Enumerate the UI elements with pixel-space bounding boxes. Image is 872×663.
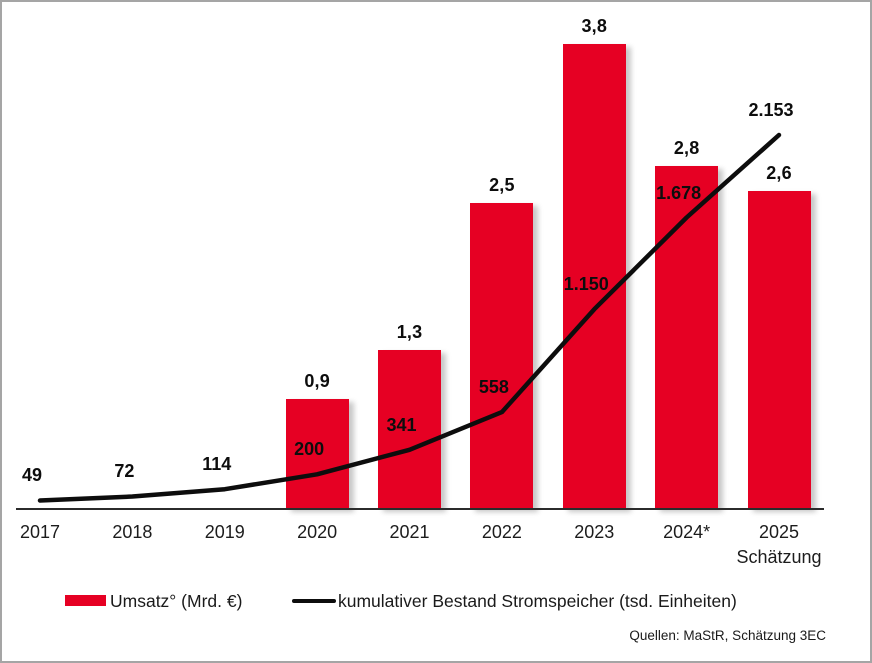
line-value-label: 558 — [478, 377, 509, 398]
line-value-label: 2.153 — [748, 100, 794, 121]
legend-line-label: kumulativer Bestand Stromspeicher (tsd. … — [338, 591, 737, 611]
legend-line-swatch — [292, 599, 336, 603]
line-value-label: 200 — [294, 439, 325, 460]
x-axis-label-2018: 2018 — [112, 522, 153, 542]
bar-2024 — [655, 166, 719, 509]
x-axis-line — [16, 508, 824, 510]
line-value-label: 72 — [114, 461, 135, 482]
bar-value-label: 2,8 — [673, 138, 700, 159]
x-axis-label-2020: 2020 — [297, 522, 338, 542]
x-axis-sublabel: Schätzung — [736, 547, 822, 567]
line-value-label: 114 — [202, 454, 232, 475]
bar-value-label: 2,5 — [489, 175, 515, 195]
legend-bar-label: Umsatz° (Mrd. €) — [110, 591, 243, 611]
line-value-label: 341 — [386, 414, 417, 435]
x-axis-label-2019: 2019 — [204, 522, 245, 542]
line-value-label: 1.678 — [656, 182, 702, 203]
x-axis-label-2025: 2025 — [758, 522, 800, 542]
bar-value-label: 0,9 — [304, 370, 330, 391]
bar-value-label: 3,8 — [581, 15, 608, 36]
bar-2022 — [470, 203, 534, 509]
x-axis-label-2022: 2022 — [481, 522, 522, 542]
line-value-label: 1.150 — [563, 274, 609, 295]
x-axis-label-2017: 2017 — [19, 522, 61, 542]
line-value-label: 49 — [21, 465, 43, 486]
x-axis-label-2021: 2021 — [389, 522, 430, 542]
bar-2025 — [747, 190, 811, 509]
x-axis-label-2023: 2023 — [574, 522, 615, 542]
x-axis-label-2024: 2024* — [663, 522, 711, 542]
legend-bar-swatch — [65, 595, 106, 606]
bar-value-label: 2,6 — [766, 162, 792, 183]
bar-value-label: 1,3 — [396, 321, 423, 342]
source-note: Quellen: MaStR, Schätzung 3EC — [629, 628, 826, 643]
